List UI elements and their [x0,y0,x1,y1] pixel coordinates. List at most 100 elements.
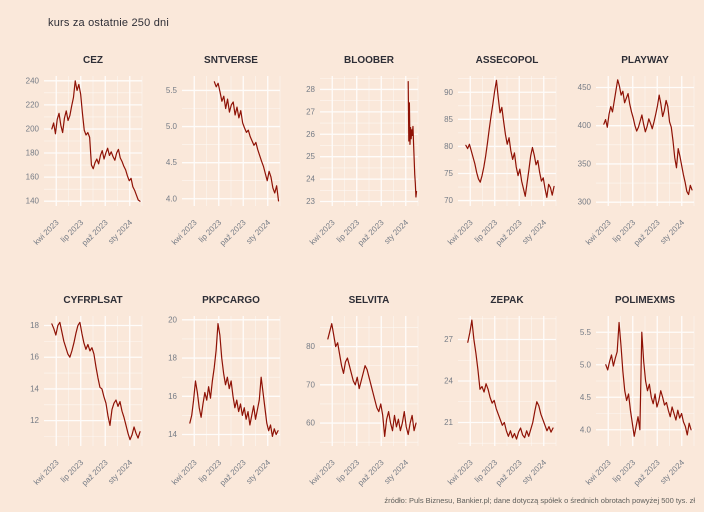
svg-text:70: 70 [444,196,453,205]
chart-title: ASSECOPOL [475,55,539,66]
svg-text:paź 2023: paź 2023 [356,218,386,248]
svg-text:12: 12 [30,416,39,425]
svg-text:paź 2023: paź 2023 [632,458,662,488]
svg-text:14: 14 [168,430,177,439]
chart-title: ZEPAK [490,295,524,306]
chart-zepak: ZEPAK 21 24 27 kwi 2023 lip 2023 paź 2023 sty … [428,294,560,490]
chart-pkpcargo: PKPCARGO 14 16 18 20 kwi 2023 lip 2023 paź 202… [152,294,284,490]
svg-text:25: 25 [306,152,315,161]
svg-text:5.5: 5.5 [166,86,178,95]
svg-text:sty 2024: sty 2024 [520,218,548,246]
svg-text:paź 2023: paź 2023 [80,218,110,248]
svg-text:28: 28 [306,85,315,94]
chart-title: PKPCARGO [202,295,260,306]
svg-text:sty 2024: sty 2024 [106,218,134,246]
svg-text:sty 2024: sty 2024 [658,458,686,486]
chart-cyfrplsat: CYFRPLSAT 12 14 16 18 kwi 2023 lip 2023 paź 20… [14,294,146,490]
svg-text:90: 90 [444,88,453,97]
svg-text:200: 200 [26,124,40,133]
svg-text:kwi 2023: kwi 2023 [308,218,337,247]
chart-title: CEZ [83,55,103,66]
svg-text:sty 2024: sty 2024 [244,218,272,246]
svg-text:sty 2024: sty 2024 [244,458,272,486]
svg-text:kwi 2023: kwi 2023 [584,218,613,247]
svg-text:21: 21 [444,418,453,427]
svg-text:80: 80 [306,342,315,351]
svg-text:16: 16 [168,392,177,401]
svg-text:4.5: 4.5 [580,393,592,402]
svg-text:kwi 2023: kwi 2023 [446,458,475,487]
svg-text:85: 85 [444,115,453,124]
svg-text:kwi 2023: kwi 2023 [584,458,613,487]
chart-title: CYFRPLSAT [63,295,123,306]
svg-text:4.0: 4.0 [580,425,592,434]
svg-text:240: 240 [26,76,40,85]
svg-text:80: 80 [444,142,453,151]
source-note: źródło: Puls Biznesu, Bankier.pl; dane d… [384,496,695,505]
svg-text:27: 27 [306,107,315,116]
chart-polimexms: POLIMEXMS 4.0 4.5 5.0 5.5 kwi 2023 lip 2023 pa… [566,294,698,490]
svg-text:5.5: 5.5 [580,328,592,337]
svg-text:26: 26 [306,130,315,139]
svg-text:75: 75 [444,169,453,178]
svg-text:paź 2023: paź 2023 [80,458,110,488]
svg-text:kwi 2023: kwi 2023 [170,458,199,487]
svg-text:60: 60 [306,419,315,428]
svg-text:4.5: 4.5 [166,158,178,167]
svg-text:24: 24 [306,175,315,184]
svg-text:23: 23 [306,197,315,206]
svg-text:20: 20 [168,315,177,324]
svg-text:27: 27 [444,335,453,344]
svg-text:5.0: 5.0 [166,122,178,131]
svg-text:sty 2024: sty 2024 [520,458,548,486]
svg-text:18: 18 [168,354,177,363]
svg-text:18: 18 [30,321,39,330]
svg-text:140: 140 [26,197,40,206]
svg-text:sty 2024: sty 2024 [382,458,410,486]
svg-text:kwi 2023: kwi 2023 [32,458,61,487]
svg-text:180: 180 [26,149,40,158]
svg-text:paź 2023: paź 2023 [494,218,524,248]
svg-text:14: 14 [30,384,39,393]
page-title: kurs za ostatnie 250 dni [48,17,169,29]
chart-title: SNTVERSE [204,55,258,66]
chart-sntverse: SNTVERSE 4.0 4.5 5.0 5.5 kwi 2023 lip 2023 paź… [152,54,284,250]
chart-bloober: BLOOBER 23 24 25 26 27 28 kwi 2023 lip 2023 paź … [290,54,422,250]
svg-text:paź 2023: paź 2023 [494,458,524,488]
chart-title: POLIMEXMS [614,295,675,306]
svg-text:sty 2024: sty 2024 [658,218,686,246]
chart-title: SELVITA [348,295,390,306]
svg-text:4.0: 4.0 [166,194,178,203]
chart-grid: CEZ 140 160 180 200 220 240 kwi 2023 lip 2023 pa… [14,54,698,490]
svg-text:kwi 2023: kwi 2023 [308,458,337,487]
chart-playway: PLAYWAY 300 350 400 450 kwi 2023 lip 2023 paź … [566,54,698,250]
svg-text:70: 70 [306,380,315,389]
svg-text:160: 160 [26,173,40,182]
chart-title: PLAYWAY [621,55,669,66]
chart-assecopol: ASSECOPOL 70 75 80 85 90 kwi 2023 lip 2023 paź … [428,54,560,250]
chart-title: BLOOBER [344,55,394,66]
svg-text:450: 450 [578,83,592,92]
chart-cez: CEZ 140 160 180 200 220 240 kwi 2023 lip 2023 pa… [14,54,146,250]
svg-text:24: 24 [444,377,453,386]
svg-text:16: 16 [30,353,39,362]
svg-text:5.0: 5.0 [580,360,592,369]
svg-text:kwi 2023: kwi 2023 [446,218,475,247]
svg-text:220: 220 [26,100,40,109]
svg-text:300: 300 [578,198,592,207]
svg-text:400: 400 [578,121,592,130]
svg-text:350: 350 [578,159,592,168]
svg-text:kwi 2023: kwi 2023 [170,218,199,247]
svg-text:sty 2024: sty 2024 [382,218,410,246]
